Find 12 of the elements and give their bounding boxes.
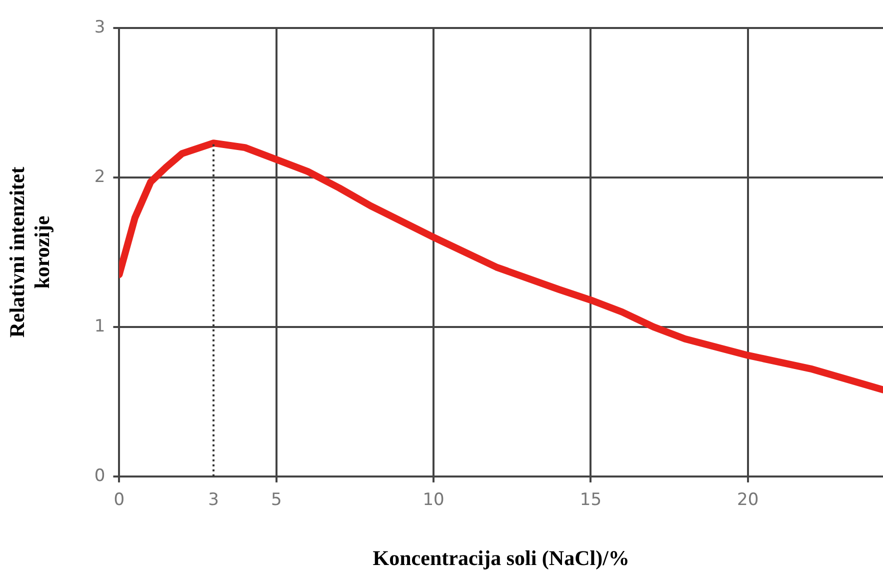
x-tick-label: 15 — [580, 490, 602, 510]
x-tick-label: 20 — [737, 490, 759, 510]
x-tick-label: 0 — [114, 490, 125, 510]
y-tick-label: 2 — [94, 166, 106, 187]
x-tick-label: 5 — [270, 490, 282, 510]
x-axis-title: Koncentracija soli (NaCl)/% — [372, 546, 630, 570]
y-tick-label: 3 — [94, 17, 106, 38]
x-tick-label: 10 — [422, 490, 444, 510]
x-tick-label: 3 — [208, 490, 219, 510]
y-tick-label: 1 — [94, 316, 106, 336]
y-axis-title: Relativni intenzitet korozije — [5, 166, 54, 338]
y-tick-label: 0 — [94, 466, 106, 486]
